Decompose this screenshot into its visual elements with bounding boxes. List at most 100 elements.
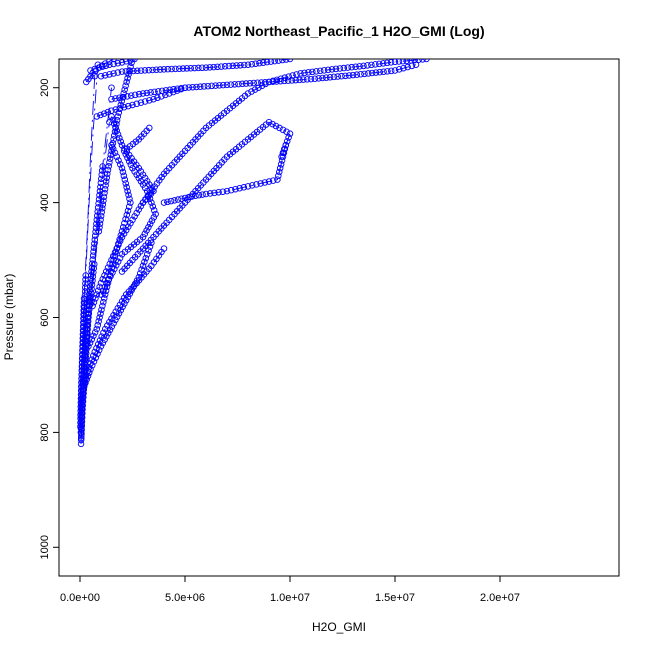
series-line: [80, 59, 133, 444]
data-point: [219, 188, 227, 195]
data-point: [117, 101, 124, 109]
data-point: [303, 76, 311, 83]
data-point: [202, 64, 210, 71]
data-point: [315, 75, 322, 82]
data-point: [164, 65, 172, 73]
data-point: [123, 184, 130, 191]
data-point: [127, 92, 135, 99]
data-point: [148, 199, 155, 206]
data-point: [162, 91, 169, 99]
data-point: [269, 78, 277, 85]
data-point: [403, 59, 411, 65]
data-point: [128, 287, 135, 294]
data-point: [104, 108, 112, 116]
data-point: [105, 162, 112, 170]
data-point: [292, 76, 299, 84]
y-tick-label: 800: [39, 423, 51, 441]
data-point: [281, 145, 289, 153]
data-point: [376, 68, 383, 76]
data-point: [143, 89, 151, 97]
data-point: [129, 164, 136, 172]
data-point: [210, 63, 217, 71]
data-point: [100, 197, 107, 204]
data-point: [320, 67, 328, 74]
data-point: [120, 172, 128, 180]
data-point: [248, 182, 256, 189]
data-point: [145, 247, 152, 254]
data-point: [109, 252, 117, 260]
data-point: [399, 59, 407, 65]
data-point: [78, 383, 85, 391]
data-point: [248, 88, 255, 95]
data-point: [154, 94, 161, 102]
data-point: [103, 333, 110, 340]
data-point: [86, 283, 94, 291]
x-tick-label: 0.0e+00: [60, 592, 100, 604]
data-point: [276, 164, 284, 172]
data-point: [90, 248, 97, 255]
data-point: [81, 284, 89, 291]
data-point: [283, 138, 291, 145]
data-point: [77, 407, 85, 415]
data-point: [119, 303, 126, 311]
data-point: [232, 185, 239, 193]
data-point: [202, 190, 210, 198]
data-point: [78, 367, 86, 375]
data-point: [94, 350, 101, 358]
data-point: [145, 66, 152, 74]
data-point: [215, 189, 222, 196]
data-point: [361, 70, 368, 78]
data-point: [360, 62, 367, 70]
data-point: [147, 89, 154, 96]
data-point: [125, 191, 132, 199]
data-point: [141, 230, 149, 238]
data-point: [307, 75, 315, 83]
data-point: [376, 60, 383, 68]
data-point: [106, 260, 113, 268]
data-point: [82, 276, 89, 283]
data-point: [150, 207, 158, 214]
data-point: [227, 186, 235, 194]
data-point: [336, 65, 344, 72]
data-point: [411, 59, 418, 64]
y-tick-label: 200: [39, 79, 51, 97]
data-point: [166, 86, 173, 94]
data-point: [277, 77, 284, 85]
data-point: [93, 291, 101, 298]
data-point: [139, 171, 147, 178]
data-point: [122, 59, 130, 65]
data-point: [97, 291, 105, 298]
data-point: [368, 61, 375, 69]
data-point: [139, 90, 147, 97]
data-point: [254, 79, 261, 87]
data-point: [311, 75, 319, 82]
data-point: [86, 287, 94, 294]
data-point: [130, 283, 137, 291]
data-point: [326, 74, 334, 81]
data-point: [92, 354, 99, 361]
data-point: [114, 59, 122, 67]
data-point: [89, 260, 96, 267]
data-point: [121, 176, 129, 183]
data-point: [95, 318, 102, 325]
data-point: [102, 268, 110, 275]
data-point: [123, 78, 130, 86]
data-point: [90, 332, 97, 340]
data-point: [240, 184, 248, 191]
data-point: [129, 101, 136, 109]
data-point: [97, 111, 104, 119]
data-point: [81, 300, 88, 307]
data-point: [127, 199, 134, 206]
data-point: [81, 308, 88, 315]
data-point: [106, 118, 113, 126]
data-point: [121, 300, 128, 307]
data-point: [125, 102, 132, 110]
x-tick-label: 1.5e+07: [375, 592, 415, 604]
data-point: [206, 64, 214, 71]
data-point: [334, 73, 341, 80]
data-point: [101, 72, 109, 79]
data-point: [118, 164, 126, 172]
data-point: [100, 110, 108, 117]
data-point: [115, 241, 122, 248]
data-point: [149, 66, 156, 74]
